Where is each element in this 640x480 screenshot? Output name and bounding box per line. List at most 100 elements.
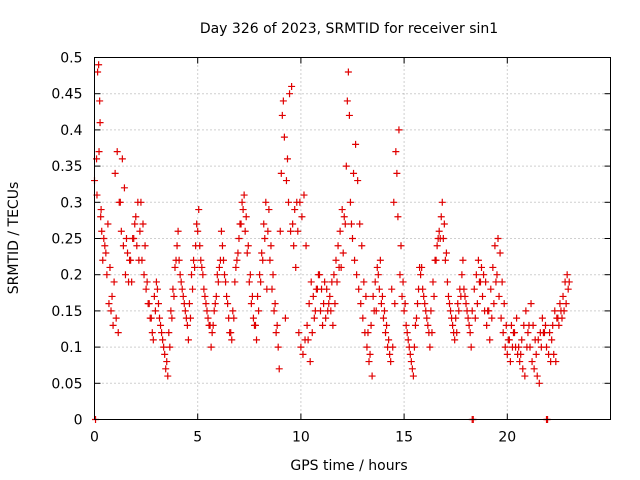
data-point: [435, 227, 443, 235]
data-point: [564, 285, 572, 293]
data-point: [420, 292, 428, 300]
data-point: [269, 271, 277, 279]
data-point: [300, 191, 308, 199]
data-point: [464, 314, 472, 322]
x-tick-label: 10: [292, 430, 310, 446]
data-point: [104, 220, 112, 228]
x-axis-label: GPS time / hours: [290, 458, 407, 474]
data-point: [177, 278, 185, 286]
data-point: [463, 307, 471, 315]
data-point: [207, 343, 215, 351]
data-point: [273, 321, 281, 329]
data-point: [166, 343, 174, 351]
data-point: [159, 336, 167, 344]
data-point: [421, 300, 429, 308]
data-point: [371, 278, 379, 286]
data-point: [386, 350, 394, 358]
axis-ticks: 0 0.05 0.1 0.15 0.2 0.25 0.3 0.35 0.4 0.45 0.5 0 5 10…: [51, 51, 611, 446]
data-point: [458, 271, 466, 279]
data-point: [321, 278, 329, 286]
data-point: [418, 263, 426, 271]
data-point: [190, 256, 198, 264]
data-point: [501, 343, 509, 351]
data-point: [212, 292, 220, 300]
data-point: [253, 336, 261, 344]
data-point: [297, 343, 305, 351]
data-point: [506, 358, 514, 366]
data-point: [202, 300, 210, 308]
data-point: [550, 350, 558, 358]
data-point: [309, 292, 317, 300]
data-point: [223, 292, 231, 300]
data-point: [176, 271, 184, 279]
data-point: [298, 213, 306, 221]
data-point: [441, 256, 449, 264]
data-point: [280, 133, 288, 141]
data-point: [140, 271, 148, 279]
data-point: [102, 249, 110, 257]
y-tick-label: 0.5: [60, 51, 82, 67]
data-point: [412, 314, 420, 322]
data-point: [498, 278, 506, 286]
data-point: [422, 307, 430, 315]
data-point: [131, 220, 139, 228]
data-point: [383, 321, 391, 329]
data-point: [106, 263, 114, 271]
data-point: [229, 307, 237, 315]
data-point: [139, 220, 147, 228]
data-point: [228, 336, 236, 344]
data-point: [312, 285, 320, 293]
data-point: [107, 307, 115, 315]
data-point: [373, 263, 381, 271]
data-point: [515, 343, 523, 351]
data-point: [521, 372, 529, 380]
data-point: [249, 314, 257, 322]
data-point: [100, 235, 108, 242]
data-point: [465, 321, 473, 329]
data-point: [336, 227, 344, 235]
data-point: [314, 271, 322, 279]
data-point: [308, 329, 316, 337]
data-point: [209, 321, 217, 329]
data-point: [132, 213, 140, 221]
data-point: [217, 227, 225, 235]
data-point: [537, 343, 545, 351]
data-point: [480, 271, 488, 279]
data-point: [487, 285, 495, 293]
data-point: [474, 256, 482, 264]
data-point: [523, 343, 531, 351]
y-tick-label: 0.2: [60, 268, 82, 284]
data-point: [272, 329, 280, 337]
data-point: [220, 256, 227, 264]
data-point: [444, 292, 452, 300]
data-point: [419, 285, 427, 293]
data-point: [393, 169, 401, 177]
x-tick-label: 20: [498, 430, 516, 446]
data-point: [408, 365, 416, 373]
data-point: [362, 292, 370, 300]
data-point: [484, 307, 492, 315]
data-point: [332, 256, 340, 264]
grid-lines: [94, 57, 611, 420]
data-point: [331, 300, 339, 308]
data-point: [276, 227, 284, 235]
data-point: [247, 300, 255, 308]
data-point: [231, 278, 239, 286]
data-point: [307, 278, 315, 286]
data-point: [215, 263, 223, 271]
data-point: [116, 198, 124, 206]
data-point: [245, 278, 253, 286]
data-point: [127, 256, 135, 264]
data-point: [447, 307, 455, 315]
data-point: [168, 314, 176, 322]
data-point: [235, 235, 243, 242]
data-point: [446, 300, 454, 308]
data-point: [184, 336, 192, 344]
data-point: [120, 184, 128, 192]
data-point: [242, 213, 250, 221]
data-point: [531, 336, 539, 344]
data-point: [201, 292, 209, 300]
data-point: [486, 336, 494, 344]
data-point: [274, 343, 282, 351]
